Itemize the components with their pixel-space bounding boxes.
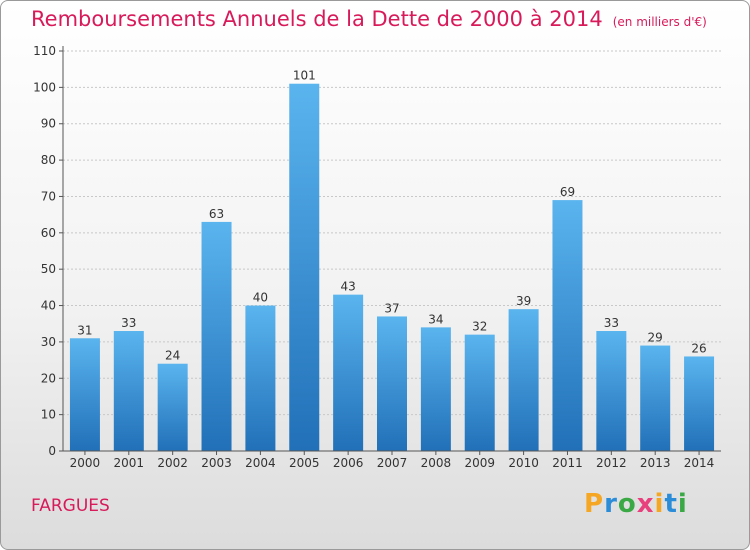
bar xyxy=(640,345,671,451)
chart-title-text: Remboursements Annuels de la Dette de 20… xyxy=(31,7,603,31)
x-tick-label: 2007 xyxy=(377,456,408,470)
y-tick-label: 70 xyxy=(41,189,56,203)
logo-letter: P xyxy=(584,489,605,519)
bar-value-label: 63 xyxy=(209,207,224,221)
logo-letter: t xyxy=(664,489,678,519)
y-tick-label: 100 xyxy=(33,80,56,94)
y-tick-label: 0 xyxy=(48,444,56,458)
x-tick-label: 2001 xyxy=(114,456,145,470)
x-tick-label: 2013 xyxy=(640,456,671,470)
labels: 0 10 20 30 40 50 60 70 80 90 100 110 31 2000 33 2001 24 2… xyxy=(33,44,714,470)
bar-value-label: 40 xyxy=(253,291,268,305)
y-tick-label: 20 xyxy=(41,371,56,385)
logo-letter: i xyxy=(677,489,688,519)
x-tick-label: 2011 xyxy=(552,456,583,470)
logo-letter: i xyxy=(654,489,665,519)
commune-name: FARGUES xyxy=(31,496,110,516)
bar xyxy=(69,338,100,451)
bar xyxy=(420,327,451,451)
bar-value-label: 24 xyxy=(165,349,180,363)
bar xyxy=(464,334,495,451)
bar xyxy=(201,221,232,451)
x-tick-label: 2014 xyxy=(684,456,715,470)
x-tick-label: 2003 xyxy=(201,456,232,470)
bar-value-label: 43 xyxy=(340,280,355,294)
bar-value-label: 69 xyxy=(560,185,575,199)
x-tick-label: 2005 xyxy=(289,456,320,470)
bar-value-label: 37 xyxy=(384,301,399,315)
logo-letter: r xyxy=(604,489,618,519)
y-tick-label: 80 xyxy=(41,153,56,167)
bar-value-label: 34 xyxy=(428,312,443,326)
proxiti-logo: Proxiti xyxy=(584,489,688,519)
bar xyxy=(157,363,188,451)
y-tick-label: 40 xyxy=(41,299,56,313)
bar xyxy=(289,83,320,452)
bar-value-label: 26 xyxy=(691,341,706,355)
axes xyxy=(59,46,721,455)
y-tick-label: 60 xyxy=(41,226,56,240)
x-tick-label: 2009 xyxy=(464,456,495,470)
bar xyxy=(596,331,627,451)
bar xyxy=(245,305,276,451)
chart-unit-text: (en milliers d'€) xyxy=(612,15,707,29)
bars xyxy=(69,83,715,452)
x-tick-label: 2008 xyxy=(421,456,452,470)
bar-value-label: 31 xyxy=(77,323,92,337)
bar-value-label: 33 xyxy=(604,316,619,330)
bar-value-label: 33 xyxy=(121,316,136,330)
x-tick-label: 2004 xyxy=(245,456,276,470)
bar-value-label: 101 xyxy=(293,69,316,83)
x-tick-label: 2002 xyxy=(157,456,188,470)
bar-value-label: 32 xyxy=(472,320,487,334)
y-tick-label: 10 xyxy=(41,408,56,422)
bar xyxy=(377,316,407,451)
y-tick-label: 90 xyxy=(41,117,56,131)
bar xyxy=(552,200,583,451)
x-tick-label: 2012 xyxy=(596,456,627,470)
bar xyxy=(508,309,539,451)
x-tick-label: 2006 xyxy=(333,456,364,470)
bar xyxy=(684,356,715,451)
x-tick-label: 2010 xyxy=(508,456,539,470)
bar xyxy=(113,331,144,451)
y-tick-label: 110 xyxy=(33,44,56,58)
chart-title: Remboursements Annuels de la Dette de 20… xyxy=(31,7,707,31)
logo-letter: o xyxy=(617,489,637,519)
bar-value-label: 39 xyxy=(516,294,531,308)
y-tick-label: 30 xyxy=(41,335,56,349)
y-tick-label: 50 xyxy=(41,262,56,276)
x-tick-label: 2000 xyxy=(70,456,101,470)
bar xyxy=(333,294,364,451)
logo-letter: x xyxy=(636,489,655,519)
bar-value-label: 29 xyxy=(648,331,663,345)
